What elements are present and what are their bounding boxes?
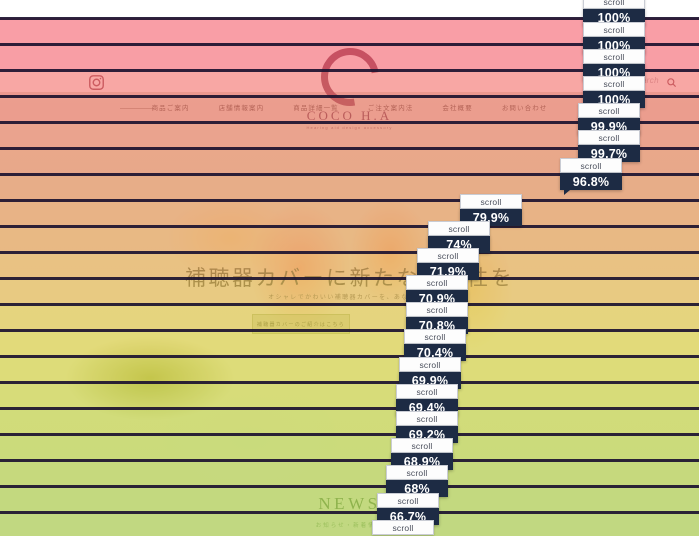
search-icon[interactable] xyxy=(666,75,677,88)
search-box[interactable]: Ajax Search xyxy=(611,75,677,88)
nav-item-2[interactable]: 商品詳細一覧 xyxy=(293,105,339,112)
hero-cta-button[interactable]: 補聴器カバーのご紹介はこちら xyxy=(252,314,350,334)
hero-title: 補聴器カバーに新たな可能性を xyxy=(185,266,514,290)
search-placeholder: Ajax Search xyxy=(611,76,659,85)
nav-item-5[interactable]: お問い合わせ xyxy=(501,105,548,112)
site-navigation: 商品ご案内 店舗情報案内 商品詳細一覧 ご注文案内法 会社概要 お問い合わせ xyxy=(0,96,699,118)
nav-item-3[interactable]: ご注文案内法 xyxy=(367,105,414,112)
hero-subtitle: オシャレでかわいい補聴器カバーを、あなたに。 xyxy=(268,295,431,301)
nav-item-4[interactable]: 会社概要 xyxy=(442,105,473,112)
nav-item-1[interactable]: 店舗情報案内 xyxy=(218,105,265,112)
news-section-title: NEWS xyxy=(318,494,381,513)
nav-item-0[interactable]: 商品ご案内 xyxy=(151,105,190,112)
news-section-subtitle: お知らせ・新着情報 xyxy=(315,523,384,529)
logo-tagline: Hearing aid design accessory xyxy=(306,125,393,130)
site-header: COCO H.A Hearing aid design accessory Aj… xyxy=(0,18,699,130)
